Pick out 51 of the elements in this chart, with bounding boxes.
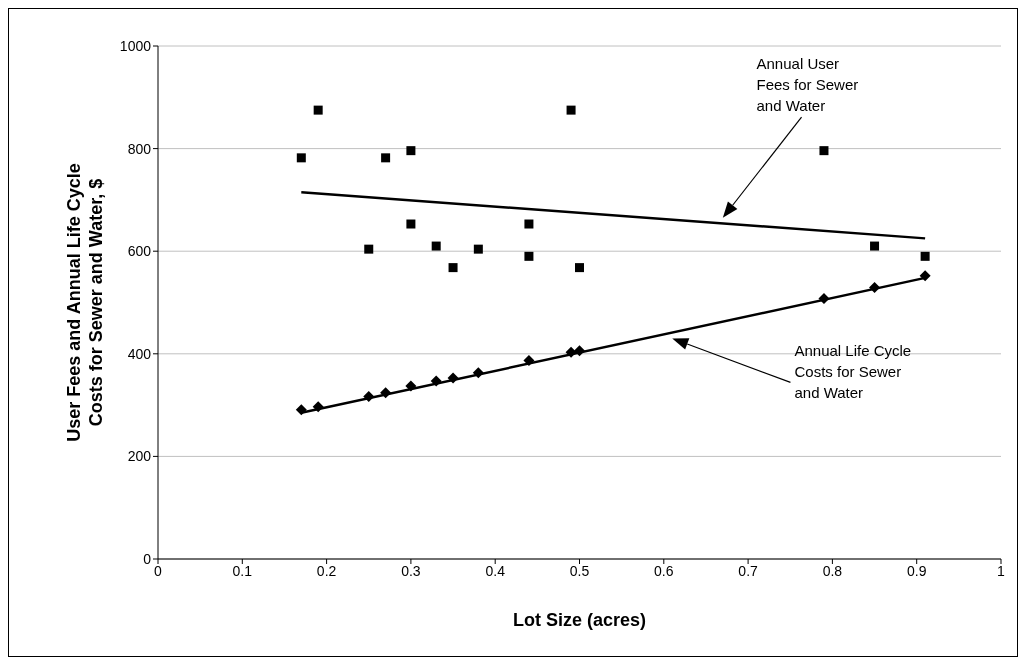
point bbox=[431, 241, 441, 251]
point bbox=[472, 367, 484, 379]
y-tick-label: 400 bbox=[127, 345, 152, 362]
x-tick-label: 0.3 bbox=[401, 562, 421, 579]
point bbox=[313, 105, 323, 115]
point bbox=[473, 244, 483, 254]
y-tick-label: 200 bbox=[127, 448, 152, 465]
point bbox=[523, 354, 535, 366]
point bbox=[430, 375, 442, 387]
point bbox=[869, 282, 881, 294]
x-tick-label: 0.9 bbox=[906, 562, 927, 579]
y-tick-label: 800 bbox=[127, 140, 152, 157]
y-axis-title: User Fees and Annual Life Cycle Costs for Sewer and Water, $ bbox=[64, 163, 106, 442]
point bbox=[920, 251, 930, 261]
x-tick-label: 0.8 bbox=[822, 562, 843, 579]
point bbox=[312, 401, 324, 413]
point bbox=[919, 270, 931, 282]
y-tick-label: 1000 bbox=[119, 37, 152, 54]
point bbox=[575, 263, 584, 273]
point bbox=[380, 387, 392, 399]
x-axis-title: Lot Size (acres) bbox=[512, 610, 647, 630]
x-tick-label: 1 bbox=[997, 562, 1006, 579]
point bbox=[448, 263, 458, 273]
point bbox=[574, 345, 585, 357]
x-tick-label: 0.2 bbox=[316, 562, 337, 579]
point bbox=[818, 292, 830, 304]
x-tick-label: 0.6 bbox=[654, 562, 674, 579]
point bbox=[447, 372, 459, 384]
annotation: Annual User Fees for Sewer and Water bbox=[756, 55, 859, 115]
x-tick-label: 0.5 bbox=[569, 562, 590, 579]
annotation: Annual Life Cycle Costs for Sewer and Water bbox=[794, 342, 912, 402]
point bbox=[363, 390, 375, 402]
point bbox=[566, 105, 576, 115]
point bbox=[524, 251, 534, 261]
point bbox=[819, 146, 829, 156]
point bbox=[364, 244, 374, 254]
point bbox=[406, 146, 416, 156]
point bbox=[381, 153, 391, 163]
x-tick-label: 0 bbox=[154, 562, 163, 579]
x-tick-label: 0.7 bbox=[738, 562, 759, 579]
x-tick-label: 0.4 bbox=[485, 562, 506, 579]
point bbox=[870, 241, 880, 251]
point bbox=[565, 346, 577, 358]
point bbox=[296, 153, 306, 163]
x-tick-label: 0.1 bbox=[232, 562, 253, 579]
point bbox=[295, 404, 307, 416]
point bbox=[405, 380, 417, 392]
y-tick-label: 0 bbox=[143, 550, 152, 567]
point bbox=[406, 219, 416, 229]
y-tick-label: 600 bbox=[127, 243, 152, 260]
point bbox=[524, 219, 534, 229]
